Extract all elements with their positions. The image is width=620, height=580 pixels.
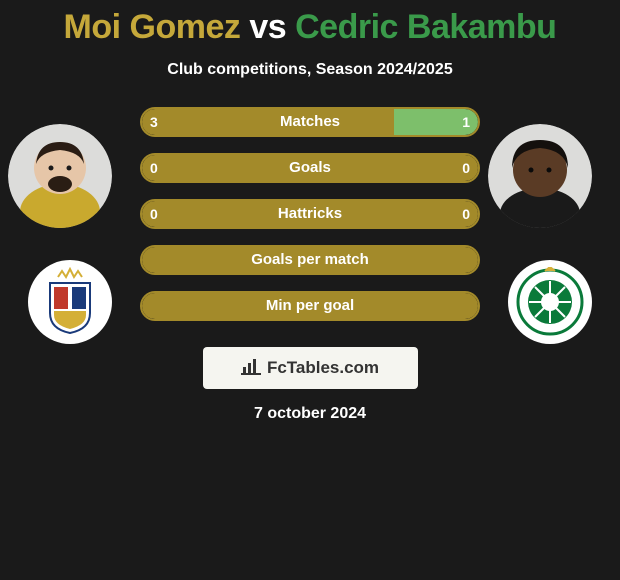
stat-value-player1: 0 <box>150 155 158 181</box>
stat-label: Goals per match <box>142 247 478 273</box>
subtitle: Club competitions, Season 2024/2025 <box>0 61 620 79</box>
fctables-logo[interactable]: FcTables.com <box>203 347 418 389</box>
stat-value-player2: 0 <box>462 201 470 227</box>
stat-value-player1: 3 <box>150 109 158 135</box>
stat-bar: Goals0 0 <box>140 153 480 183</box>
stat-label: Hattricks <box>142 201 478 227</box>
player2-avatar <box>488 124 592 228</box>
stat-bar: Goals per match <box>140 245 480 275</box>
player1-name: Moi Gomez <box>64 8 241 46</box>
stat-bar: Matches3 1 <box>140 107 480 137</box>
player2-name: Cedric Bakambu <box>295 8 556 46</box>
team1-badge <box>28 260 112 344</box>
team2-badge <box>508 260 592 344</box>
stat-bar: Min per goal <box>140 291 480 321</box>
stat-label: Min per goal <box>142 293 478 319</box>
stat-label: Matches <box>142 109 478 135</box>
logo-text: FcTables.com <box>267 358 379 378</box>
stat-value-player2: 1 <box>462 109 470 135</box>
stat-bar: Hattricks0 0 <box>140 199 480 229</box>
page-title: Moi Gomez vs Cedric Bakambu <box>0 8 620 47</box>
player1-avatar <box>8 124 112 228</box>
chart-icon <box>241 357 261 380</box>
date-text: 7 october 2024 <box>0 405 620 423</box>
stat-label: Goals <box>142 155 478 181</box>
stat-value-player2: 0 <box>462 155 470 181</box>
vs-text: vs <box>249 8 286 46</box>
stat-value-player1: 0 <box>150 201 158 227</box>
